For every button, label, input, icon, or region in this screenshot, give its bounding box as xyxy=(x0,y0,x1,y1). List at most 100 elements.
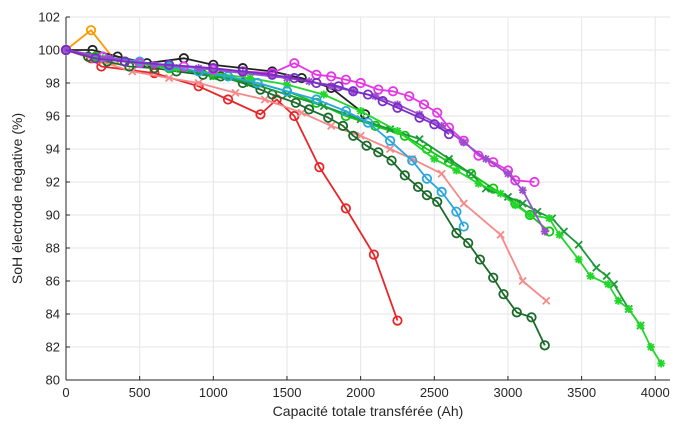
data-point xyxy=(488,272,499,283)
data-point xyxy=(518,199,527,208)
data-point xyxy=(231,88,240,98)
series-5 xyxy=(60,44,550,351)
x-tick-label: 3000 xyxy=(493,385,522,400)
data-point xyxy=(592,263,601,272)
data-point xyxy=(437,121,446,130)
series-2 xyxy=(61,45,551,305)
x-tick-label: 1000 xyxy=(199,385,228,400)
data-point xyxy=(194,64,203,73)
y-tick-label: 100 xyxy=(38,43,60,58)
series-8 xyxy=(62,46,666,368)
x-tick-label: 2000 xyxy=(346,385,375,400)
data-point xyxy=(510,175,521,186)
data-point xyxy=(451,228,462,239)
data-point xyxy=(555,230,564,239)
data-point xyxy=(222,71,234,82)
y-tick-label: 94 xyxy=(46,142,60,157)
data-point xyxy=(421,190,433,201)
data-point xyxy=(128,67,137,76)
data-point xyxy=(511,201,520,210)
data-point xyxy=(371,92,380,101)
data-point xyxy=(474,179,483,188)
data-point xyxy=(432,196,443,207)
series-line xyxy=(65,49,399,321)
data-point xyxy=(444,154,454,164)
series-group xyxy=(60,25,666,368)
data-point xyxy=(518,276,527,286)
data-point xyxy=(362,89,374,100)
y-tick-label: 82 xyxy=(46,340,60,355)
tick-labels: 0 500 1000 1500 2000 2500 3000 3500 4000 80 82 84 86… xyxy=(38,10,669,401)
data-point xyxy=(404,91,415,102)
data-point xyxy=(311,69,322,80)
data-point xyxy=(466,168,477,179)
y-tick-label: 98 xyxy=(46,76,60,91)
series-line xyxy=(65,29,116,61)
data-point xyxy=(85,25,97,36)
data-point xyxy=(429,119,440,130)
x-tick-label: 500 xyxy=(129,385,151,400)
data-point xyxy=(289,58,300,69)
x-tick-label: 2500 xyxy=(420,385,449,400)
axes-frame xyxy=(65,16,670,381)
data-point xyxy=(326,71,337,82)
data-point xyxy=(362,117,374,128)
x-tick-label: 3500 xyxy=(567,385,596,400)
data-point xyxy=(466,169,476,178)
data-point xyxy=(412,181,424,193)
data-point xyxy=(252,77,263,89)
data-point xyxy=(150,60,159,69)
data-point xyxy=(432,107,443,118)
y-tick-label: 84 xyxy=(46,307,60,322)
data-point xyxy=(178,53,189,64)
data-point xyxy=(452,166,461,175)
x-tick-label: 4000 xyxy=(641,385,670,400)
data-point xyxy=(542,296,551,305)
data-point xyxy=(377,96,388,107)
data-point xyxy=(545,214,554,223)
data-point xyxy=(437,169,446,178)
series-12 xyxy=(60,44,455,140)
data-point xyxy=(208,63,219,74)
data-point xyxy=(443,129,455,140)
data-point xyxy=(415,134,424,144)
data-point xyxy=(421,173,433,184)
data-point xyxy=(314,162,325,173)
data-point xyxy=(526,211,535,219)
data-point xyxy=(290,97,301,108)
data-point xyxy=(463,237,474,249)
data-point xyxy=(164,59,175,70)
data-point xyxy=(289,110,300,122)
data-point xyxy=(459,199,468,208)
data-point xyxy=(385,144,395,154)
data-point xyxy=(387,86,399,97)
data-point xyxy=(418,99,430,110)
data-point xyxy=(604,280,613,289)
data-point xyxy=(602,271,611,281)
data-point xyxy=(348,130,359,141)
data-point xyxy=(356,107,365,116)
data-point xyxy=(340,203,352,214)
data-point xyxy=(481,154,490,163)
data-point xyxy=(614,296,623,305)
data-point xyxy=(297,108,306,117)
x-axis-label: Capacité totale transférée (Ah) xyxy=(273,403,464,419)
data-point xyxy=(385,125,395,134)
data-point xyxy=(636,321,645,330)
data-point xyxy=(574,255,583,264)
data-point xyxy=(414,112,425,123)
data-point xyxy=(323,112,334,123)
data-point xyxy=(119,56,131,67)
y-tick-label: 102 xyxy=(38,10,60,25)
data-point xyxy=(255,109,266,120)
data-point xyxy=(399,170,410,181)
data-point xyxy=(436,186,447,197)
data-point xyxy=(498,289,509,300)
data-point xyxy=(237,66,248,77)
data-point xyxy=(540,227,549,236)
data-point xyxy=(267,69,278,80)
y-tick-label: 80 xyxy=(46,373,60,388)
series-line xyxy=(65,49,550,233)
data-point xyxy=(488,157,499,168)
